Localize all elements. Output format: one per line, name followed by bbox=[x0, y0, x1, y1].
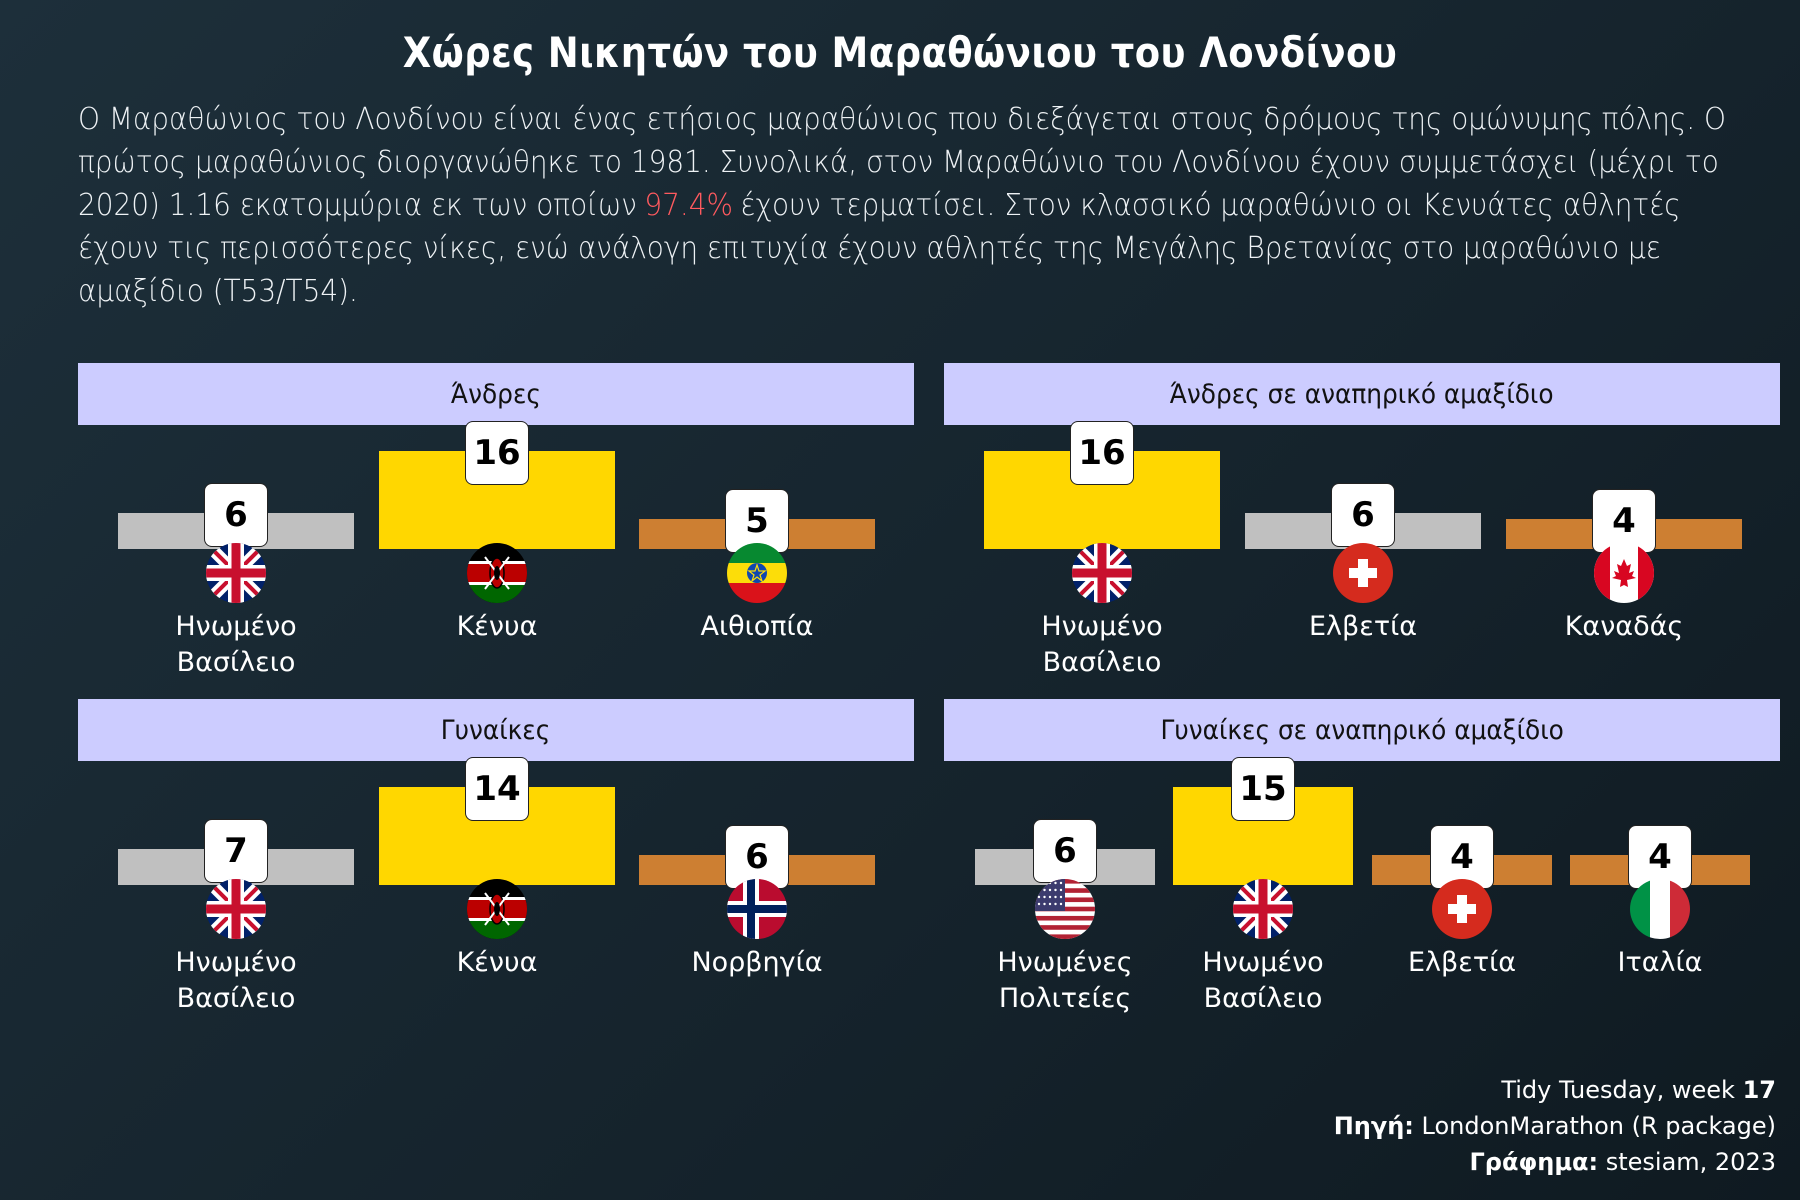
value-label: 15 bbox=[1231, 757, 1295, 821]
caption-line-3: Γράφημα: stesiam, 2023 bbox=[1469, 1148, 1777, 1176]
value-label: 6 bbox=[1331, 483, 1395, 547]
category-label: Κένυα bbox=[456, 611, 538, 642]
value-label: 14 bbox=[465, 757, 529, 821]
switzerland-flag-icon bbox=[1432, 879, 1492, 939]
ethiopia-flag-icon bbox=[727, 543, 787, 603]
uk-flag-icon bbox=[206, 879, 266, 939]
uk-flag-icon bbox=[206, 543, 266, 603]
category-label: Ιταλία bbox=[1617, 947, 1703, 978]
kenya-flag-icon bbox=[467, 879, 527, 939]
category-label: Ηνωμένες Πολιτείες bbox=[997, 947, 1133, 1014]
panel-title: Άνδρες bbox=[450, 378, 542, 410]
category-label: Ελβετία bbox=[1308, 611, 1418, 642]
panel-title-strip: Γυναίκες σε αναπηρικό αμαξίδιο bbox=[944, 699, 1780, 761]
usa-flag-icon bbox=[1035, 879, 1095, 939]
value-label: 4 bbox=[1430, 825, 1494, 889]
panel-title-strip: Γυναίκες bbox=[78, 699, 914, 761]
value-label: 6 bbox=[204, 483, 268, 547]
switzerland-flag-icon bbox=[1333, 543, 1393, 603]
subtitle-text-before: Ο Μαραθώνιος του Λονδίνου είναι ένας ετή… bbox=[78, 102, 1726, 223]
subtitle: Ο Μαραθώνιος του Λονδίνου είναι ένας ετή… bbox=[78, 98, 1758, 313]
panel-title: Γυναίκες bbox=[441, 714, 551, 746]
value-label: 16 bbox=[465, 421, 529, 485]
page-title: Χώρες Νικητών του Μαραθώνιου του Λονδίνο… bbox=[402, 28, 1398, 77]
category-label: Αιθιοπία bbox=[700, 611, 814, 642]
value-label: 16 bbox=[1070, 421, 1134, 485]
uk-flag-icon bbox=[1233, 879, 1293, 939]
panel-title-strip: Άνδρες σε αναπηρικό αμαξίδιο bbox=[944, 363, 1780, 425]
caption-line-1: Tidy Tuesday, week 17 bbox=[1501, 1076, 1776, 1104]
norway-flag-icon bbox=[727, 879, 787, 939]
category-label: Καναδάς bbox=[1564, 611, 1684, 642]
caption: Tidy Tuesday, week 17 Πηγή: LondonMarath… bbox=[1334, 1072, 1776, 1180]
value-label: 7 bbox=[204, 819, 268, 883]
category-label: Ηνωμένο Βασίλειο bbox=[175, 611, 297, 678]
category-label: Κένυα bbox=[456, 947, 538, 978]
panel-title: Γυναίκες σε αναπηρικό αμαξίδιο bbox=[1160, 714, 1564, 746]
subtitle-text-after: έχουν τερματίσει. Στον κλασσικό μαραθώνι… bbox=[78, 188, 1681, 309]
category-label: Ηνωμένο Βασίλειο bbox=[1041, 611, 1163, 678]
category-label: Νορβηγία bbox=[691, 947, 823, 978]
uk-flag-icon bbox=[1072, 543, 1132, 603]
value-label: 5 bbox=[725, 489, 789, 553]
panel-title-strip: Άνδρες bbox=[78, 363, 914, 425]
category-label: Ελβετία bbox=[1407, 947, 1517, 978]
italy-flag-icon bbox=[1630, 879, 1690, 939]
value-label: 4 bbox=[1628, 825, 1692, 889]
value-label: 4 bbox=[1592, 489, 1656, 553]
panel-title: Άνδρες σε αναπηρικό αμαξίδιο bbox=[1170, 378, 1554, 410]
value-label: 6 bbox=[1033, 819, 1097, 883]
kenya-flag-icon bbox=[467, 543, 527, 603]
subtitle-highlight: 97.4% bbox=[644, 188, 733, 223]
category-label: Ηνωμένο Βασίλειο bbox=[1202, 947, 1324, 1014]
value-label: 6 bbox=[725, 825, 789, 889]
caption-line-2: Πηγή: LondonMarathon (R package) bbox=[1333, 1112, 1776, 1140]
canada-flag-icon bbox=[1594, 543, 1654, 603]
category-label: Ηνωμένο Βασίλειο bbox=[175, 947, 297, 1014]
